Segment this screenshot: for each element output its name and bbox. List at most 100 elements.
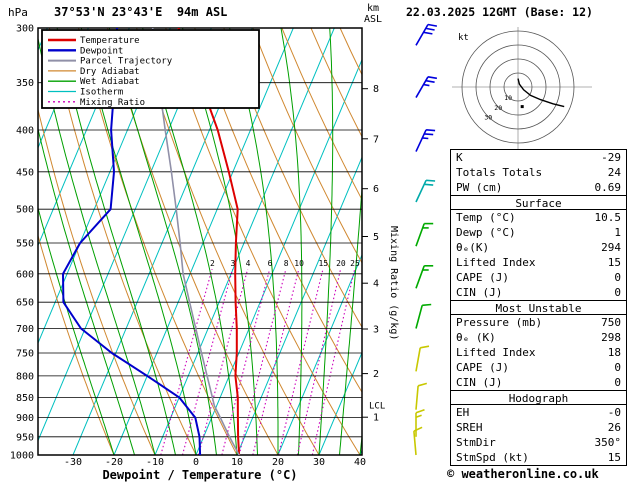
- svg-text:4: 4: [246, 259, 251, 268]
- stat-row: StmSpd (kt) 15: [451, 450, 626, 465]
- svg-text:25: 25: [350, 259, 360, 268]
- svg-text:550: 550: [16, 239, 34, 250]
- stat-label: θₑ (K): [456, 331, 496, 344]
- svg-text:30: 30: [313, 457, 325, 468]
- svg-text:8: 8: [373, 84, 379, 95]
- stat-label: θₑ(K): [456, 241, 490, 254]
- svg-text:400: 400: [16, 126, 34, 137]
- svg-text:6: 6: [373, 184, 379, 195]
- svg-text:800: 800: [16, 371, 34, 382]
- stat-label: CAPE (J): [456, 361, 509, 374]
- svg-text:-10: -10: [146, 457, 164, 468]
- svg-text:30: 30: [484, 114, 492, 122]
- hodograph-rings: [461, 30, 575, 144]
- stat-value: 0: [614, 361, 621, 374]
- svg-text:Wet Adiabat: Wet Adiabat: [80, 77, 140, 87]
- svg-text:20: 20: [494, 104, 502, 112]
- stat-value: 294: [601, 241, 621, 254]
- stats-panel: K -29 Totals Totals 24 PW (cm) 0.69 Surface Tem…: [450, 149, 627, 466]
- stat-row: K -29: [451, 150, 626, 165]
- stat-label: EH: [456, 406, 470, 419]
- svg-text:5: 5: [373, 232, 379, 243]
- stat-label: CIN (J): [456, 376, 503, 389]
- stat-label: Lifted Index: [456, 256, 536, 269]
- stat-label: StmDir: [456, 436, 496, 449]
- mixing-ratio-lines: [160, 268, 356, 455]
- svg-text:500: 500: [16, 205, 34, 216]
- svg-text:0: 0: [193, 457, 199, 468]
- svg-text:700: 700: [16, 324, 34, 335]
- svg-text:40: 40: [354, 457, 366, 468]
- stat-value: 0: [614, 286, 621, 299]
- stat-row: Lifted Index 15: [451, 255, 626, 270]
- stat-label: Temp (°C): [456, 211, 516, 224]
- hodograph-trace: [517, 78, 565, 109]
- stat-label: CAPE (J): [456, 271, 509, 284]
- stat-label: Totals Totals: [456, 166, 543, 179]
- svg-text:Dewpoint: Dewpoint: [80, 46, 123, 56]
- parcel-trajectory-curve: [151, 28, 240, 455]
- x-axis-label: Dewpoint / Temperature (°C): [102, 468, 298, 482]
- svg-text:Temperature: Temperature: [80, 36, 140, 46]
- svg-text:-20: -20: [105, 457, 123, 468]
- stat-label: SREH: [456, 421, 483, 434]
- station-title: 37°53'N 23°43'E 94m ASL: [54, 5, 228, 19]
- svg-text:300: 300: [16, 24, 34, 35]
- svg-text:10: 10: [231, 457, 243, 468]
- stat-section-title: Surface: [451, 195, 626, 210]
- svg-text:950: 950: [16, 432, 34, 443]
- stat-section-title: Most Unstable: [451, 300, 626, 315]
- svg-text:850: 850: [16, 393, 34, 404]
- svg-text:10: 10: [294, 259, 304, 268]
- stat-value: 26: [607, 421, 621, 434]
- lcl-label: LCL: [369, 402, 385, 412]
- datetime-label: 22.03.2025 12GMT (Base: 12): [406, 5, 593, 19]
- svg-text:4: 4: [373, 279, 379, 290]
- stat-label: K: [456, 151, 463, 164]
- stat-value: 0: [614, 376, 621, 389]
- stat-row: θₑ (K) 298: [451, 330, 626, 345]
- svg-text:20: 20: [272, 457, 284, 468]
- svg-text:10: 10: [504, 94, 512, 102]
- svg-text:2: 2: [210, 259, 215, 268]
- stat-row: Totals Totals 24: [451, 165, 626, 180]
- stat-row: Dewp (°C) 1: [451, 225, 626, 240]
- svg-text:350: 350: [16, 78, 34, 89]
- skewt-diagram: 2 3 4 6 8 10 15 20 25300350400450500550600650700…: [10, 24, 438, 468]
- stat-row: StmDir 350°: [451, 435, 626, 450]
- svg-text:6: 6: [268, 259, 273, 268]
- altitude-axis-unit-km: km: [367, 3, 380, 14]
- stat-row: CAPE (J) 0: [451, 360, 626, 375]
- stat-label: CIN (J): [456, 286, 503, 299]
- stat-value: -29: [601, 151, 621, 164]
- stat-row: CIN (J) 0: [451, 375, 626, 390]
- stat-row: PW (cm) 0.69: [451, 180, 626, 195]
- svg-text:Isotherm: Isotherm: [80, 88, 123, 98]
- svg-text:1000: 1000: [10, 451, 34, 462]
- stat-section-title: Hodograph: [451, 390, 626, 405]
- svg-text:8: 8: [284, 259, 289, 268]
- stat-value: 298: [601, 331, 621, 344]
- svg-text:15: 15: [318, 259, 328, 268]
- storm-motion-marker: [520, 105, 524, 109]
- stat-label: StmSpd (kt): [456, 451, 529, 464]
- stat-value: 1: [614, 226, 621, 239]
- temperature-tick-labels: -30 -20 -10 0 10 20 30 40: [64, 457, 366, 468]
- stat-value: 0.69: [594, 181, 622, 194]
- svg-text:750: 750: [16, 349, 34, 360]
- svg-text:650: 650: [16, 298, 34, 309]
- stat-label: Lifted Index: [456, 346, 536, 359]
- stat-value: 15: [607, 451, 621, 464]
- stat-label: PW (cm): [456, 181, 503, 194]
- svg-text:3: 3: [230, 259, 235, 268]
- dewpoint-curve: [62, 28, 202, 455]
- svg-text:450: 450: [16, 167, 34, 178]
- stat-value: 15: [607, 256, 621, 269]
- stat-value: 24: [607, 166, 621, 179]
- svg-text:3: 3: [373, 325, 379, 336]
- stat-row: Lifted Index 18: [451, 345, 626, 360]
- stat-row: Pressure (mb) 750: [451, 315, 626, 330]
